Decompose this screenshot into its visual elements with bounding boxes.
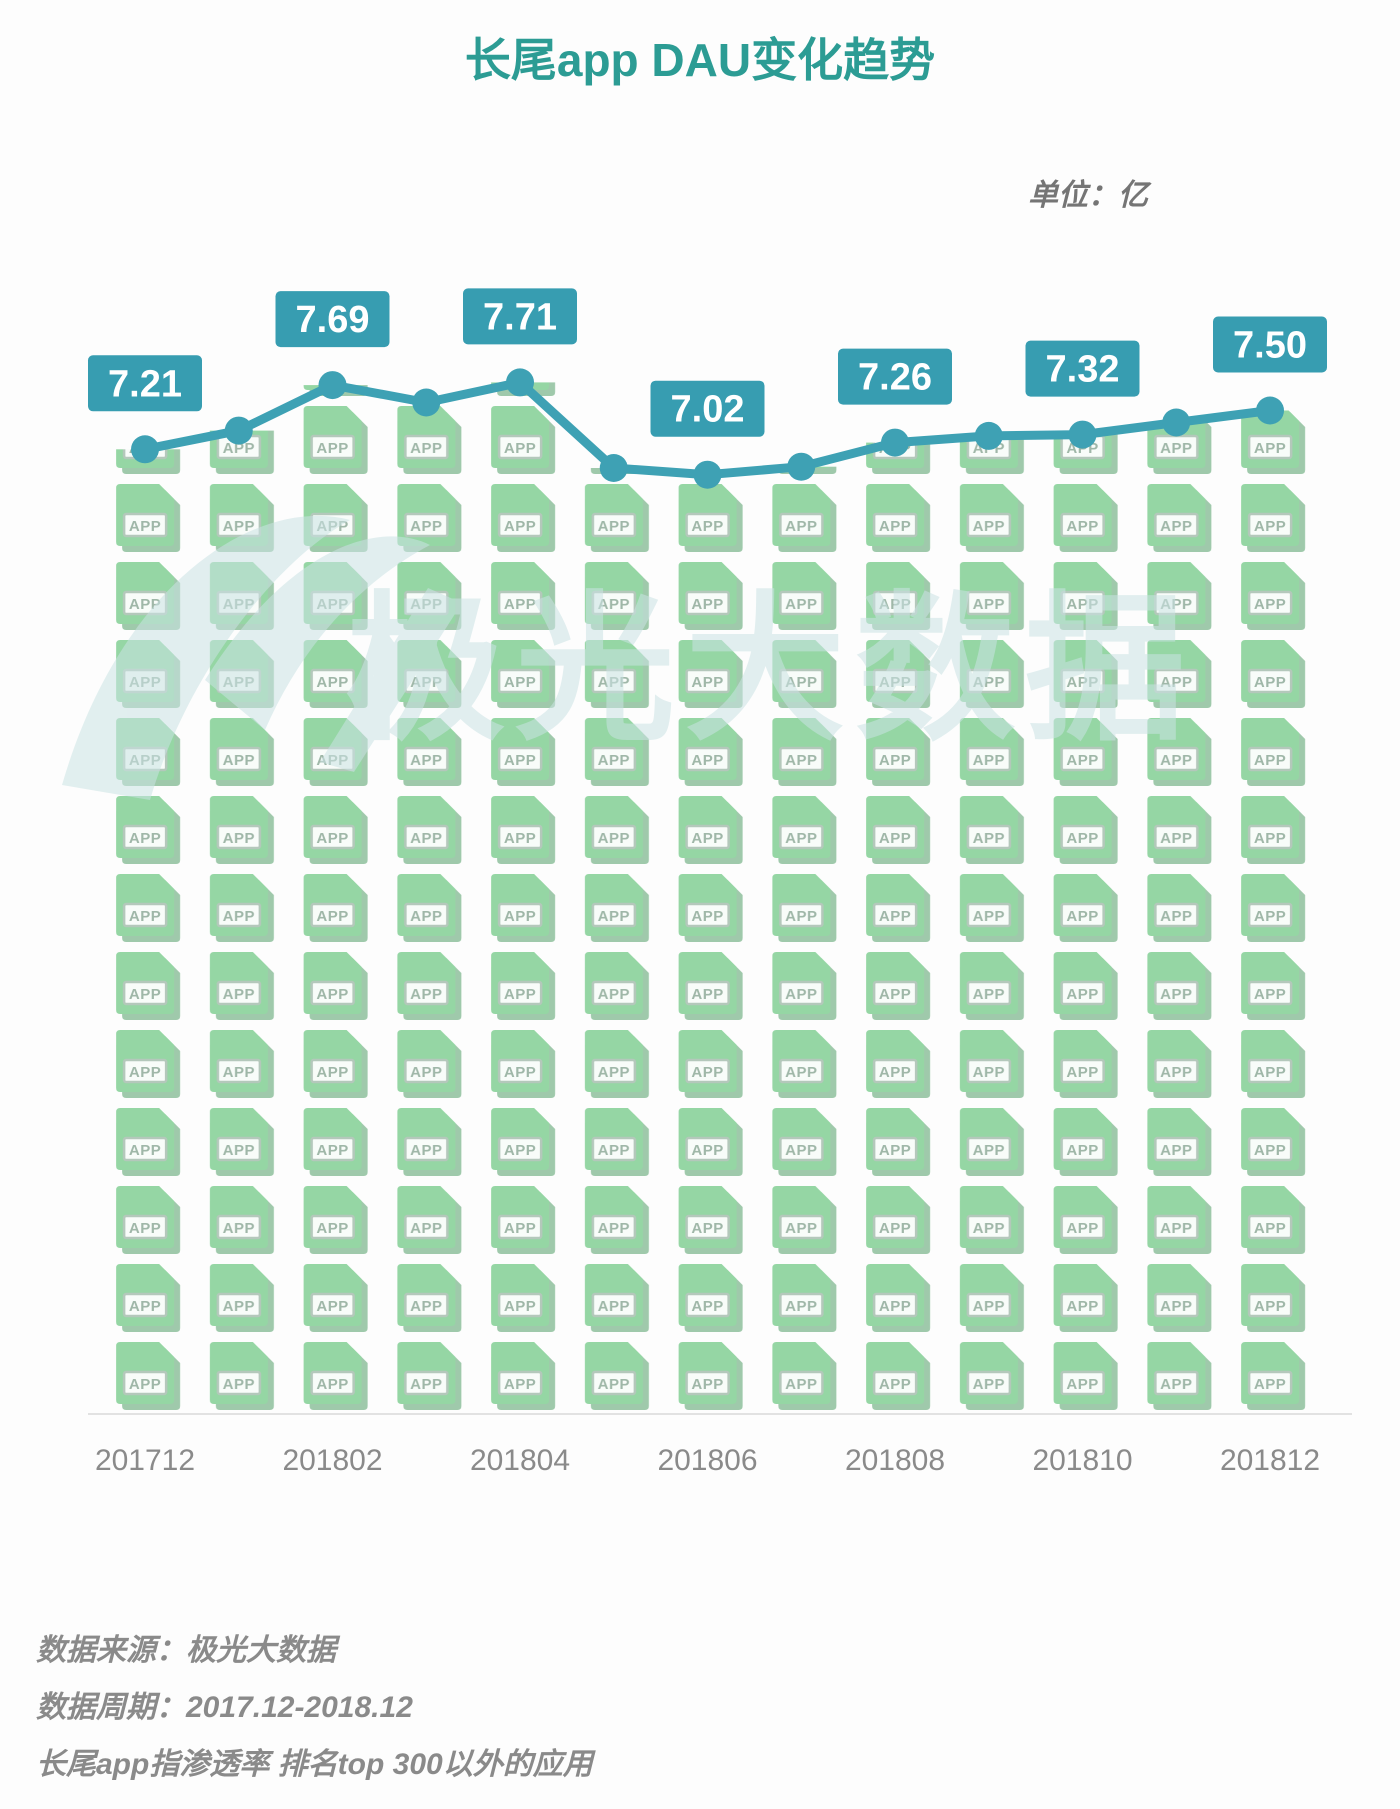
x-axis-label: 201810 — [1032, 1444, 1132, 1477]
data-point-marker — [693, 460, 722, 489]
x-axis-label: 201802 — [282, 1444, 382, 1477]
footnotes: 数据来源：极光大数据 数据周期：2017.12-2018.12 长尾app指渗透… — [36, 1622, 593, 1793]
page-title: 长尾app DAU变化趋势 — [464, 34, 936, 86]
icon-stack-bar — [848, 442, 942, 1415]
data-point-marker — [1256, 396, 1284, 425]
data-point-marker — [224, 416, 253, 445]
icon-stack-bar — [566, 468, 661, 1414]
data-point-marker — [506, 368, 534, 397]
data-label: 7.50 — [1213, 316, 1327, 373]
unit-label: 单位：亿 — [1028, 179, 1148, 212]
svg-text:7.69: 7.69 — [296, 299, 370, 341]
data-label: 7.71 — [463, 288, 577, 345]
data-label: 7.69 — [275, 291, 390, 348]
data-point-marker — [1068, 420, 1097, 449]
icon-stack-bar — [379, 402, 474, 1414]
icon-stack-bar — [754, 466, 849, 1414]
data-point-marker — [881, 428, 909, 457]
dau-trend-chart: APP极光大数据7.217.697.717.027.267.327.502017… — [62, 288, 1352, 1477]
data-point-marker — [131, 435, 159, 464]
chart-canvas: APP极光大数据7.217.697.717.027.267.327.502017… — [62, 288, 1352, 1477]
x-axis-label: 201804 — [470, 1444, 570, 1477]
data-point-marker — [599, 454, 628, 482]
watermark: 极光大数据 — [62, 515, 1195, 800]
footnote-source: 数据来源：极光大数据 — [36, 1634, 336, 1667]
icon-stack-bar — [660, 474, 755, 1414]
icon-stack-bar — [941, 435, 1036, 1414]
data-label: 7.21 — [88, 355, 202, 412]
data-point-marker — [974, 421, 1003, 450]
watermark-text: 极光大数据 — [345, 580, 1195, 759]
watermark-logo-icon — [62, 515, 462, 800]
svg-text:7.50: 7.50 — [1233, 325, 1307, 367]
svg-text:7.26: 7.26 — [858, 357, 932, 399]
x-axis-label: 201808 — [845, 1444, 945, 1477]
svg-text:7.21: 7.21 — [108, 363, 182, 405]
data-label: 7.26 — [838, 348, 952, 405]
svg-text:7.32: 7.32 — [1046, 349, 1120, 391]
data-point-marker — [787, 452, 816, 481]
icon-stack-bar — [1223, 410, 1317, 1414]
x-axis-label: 201712 — [95, 1444, 195, 1477]
icon-stack-bar — [1035, 434, 1130, 1415]
x-axis-label: 201806 — [657, 1444, 757, 1477]
footnote-period: 数据周期：2017.12-2018.12 — [36, 1691, 413, 1724]
data-point-marker — [412, 388, 441, 417]
x-axis-label: 201812 — [1220, 1444, 1320, 1477]
icon-stack-bar — [1129, 422, 1224, 1414]
footnote-definition: 长尾app指渗透率 排名top 300以外的应用 — [36, 1748, 593, 1781]
svg-text:7.71: 7.71 — [483, 296, 557, 338]
data-point-marker — [318, 371, 347, 400]
data-label: 7.02 — [650, 380, 765, 437]
icon-stack-bar — [473, 382, 567, 1414]
data-label: 7.32 — [1025, 340, 1140, 397]
data-point-marker — [1162, 408, 1191, 437]
svg-text:7.02: 7.02 — [671, 389, 745, 431]
